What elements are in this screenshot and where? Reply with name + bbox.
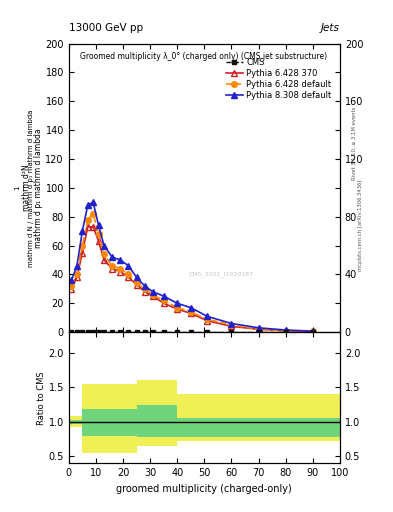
Pythia 6.428 370 [96,238,101,244]
Pythia 6.428 default [75,271,79,278]
Legend: CMS, Pythia 6.428 370, Pythia 6.428 default, Pythia 8.308 default: CMS, Pythia 6.428 370, Pythia 6.428 defa… [224,56,333,102]
CMS [118,329,123,335]
CMS [75,329,79,335]
Pythia 8.308 default [175,300,180,306]
Pythia 6.428 370 [205,317,209,324]
Pythia 8.308 default [85,202,90,208]
Pythia 6.428 default [283,328,288,334]
Pythia 6.428 370 [142,289,147,295]
Pythia 8.308 default [110,254,114,260]
CMS [151,329,155,335]
Text: Groomed multiplicity λ_0° (charged only) (CMS jet substructure): Groomed multiplicity λ_0° (charged only)… [80,52,327,61]
CMS [189,329,193,335]
Pythia 6.428 370 [91,224,95,230]
Text: mcplots.cern.ch [arXiv:1306.3436]: mcplots.cern.ch [arXiv:1306.3436] [358,180,364,271]
Pythia 6.428 370 [283,328,288,334]
CMS [175,329,180,335]
Pythia 6.428 default [80,243,85,249]
CMS [134,329,139,335]
Pythia 6.428 370 [69,286,74,292]
Text: 13000 GeV pp: 13000 GeV pp [69,24,143,33]
Text: Rivet 3.1.10, ≥ 3.1M events: Rivet 3.1.10, ≥ 3.1M events [352,106,357,180]
Pythia 6.428 370 [75,274,79,281]
CMS [126,329,131,335]
Pythia 6.428 default [110,263,114,269]
CMS [69,329,74,335]
CMS [96,329,101,335]
CMS [310,329,315,335]
Pythia 8.308 default [310,328,315,334]
Pythia 6.428 370 [151,293,155,299]
Pythia 6.428 default [85,217,90,223]
Text: Jets: Jets [321,24,340,33]
Pythia 6.428 370 [229,323,234,329]
Pythia 6.428 370 [85,224,90,230]
Pythia 6.428 default [134,280,139,286]
Pythia 6.428 default [310,328,315,334]
Pythia 6.428 370 [310,328,315,334]
Pythia 6.428 default [229,322,234,328]
CMS [91,329,95,335]
CMS [85,329,90,335]
Pythia 6.428 default [91,211,95,217]
CMS [110,329,114,335]
Line: Pythia 6.428 370: Pythia 6.428 370 [69,224,316,334]
Pythia 6.428 default [256,326,261,332]
Pythia 8.308 default [205,313,209,319]
CMS [229,329,234,335]
Pythia 8.308 default [80,228,85,234]
CMS [205,329,209,335]
Pythia 6.428 370 [126,274,131,281]
Pythia 6.428 default [69,283,74,289]
Pythia 6.428 370 [189,310,193,316]
Pythia 6.428 default [118,266,123,272]
Pythia 6.428 default [102,251,107,258]
Pythia 8.308 default [69,277,74,283]
Pythia 6.428 default [151,291,155,297]
Pythia 8.308 default [91,199,95,205]
Pythia 8.308 default [189,305,193,311]
Line: Pythia 8.308 default: Pythia 8.308 default [69,200,316,334]
Pythia 6.428 default [175,305,180,311]
Y-axis label: Ratio to CMS: Ratio to CMS [37,371,46,424]
Pythia 8.308 default [142,283,147,289]
Text: CMS_2021_I1920187: CMS_2021_I1920187 [188,271,253,278]
Pythia 8.308 default [256,325,261,331]
Pythia 6.428 370 [118,268,123,274]
X-axis label: groomed multiplicity (charged-only): groomed multiplicity (charged-only) [116,484,292,494]
Pythia 8.308 default [126,263,131,269]
Pythia 8.308 default [134,274,139,281]
Pythia 6.428 370 [110,266,114,272]
Pythia 8.308 default [283,327,288,333]
Pythia 8.308 default [161,293,166,299]
Pythia 6.428 default [96,231,101,237]
Pythia 6.428 370 [256,326,261,332]
Pythia 6.428 default [142,286,147,292]
Pythia 8.308 default [151,289,155,295]
Pythia 6.428 370 [134,282,139,288]
CMS [102,329,107,335]
Line: Pythia 6.428 default: Pythia 6.428 default [69,211,316,334]
CMS [283,329,288,335]
CMS [256,329,261,335]
Pythia 6.428 default [126,271,131,278]
CMS [142,329,147,335]
Pythia 6.428 default [161,297,166,304]
Pythia 6.428 370 [175,306,180,312]
Y-axis label: mathrm d²N
mathrm d p₁ mathrm d lambda: mathrm d²N mathrm d p₁ mathrm d lambda [22,128,42,248]
Line: CMS: CMS [69,330,315,334]
Pythia 8.308 default [229,321,234,327]
Pythia 8.308 default [75,263,79,269]
CMS [161,329,166,335]
Pythia 6.428 370 [102,257,107,263]
Pythia 6.428 default [205,316,209,322]
Pythia 6.428 default [189,309,193,315]
Pythia 8.308 default [96,222,101,228]
Pythia 6.428 370 [161,300,166,306]
Pythia 6.428 370 [80,250,85,256]
Text: 1
—
mathrm d N / mathrm d p₁ mathrm d lambda: 1 — mathrm d N / mathrm d p₁ mathrm d la… [14,109,34,267]
Pythia 8.308 default [102,243,107,249]
Pythia 8.308 default [118,257,123,263]
CMS [80,329,85,335]
